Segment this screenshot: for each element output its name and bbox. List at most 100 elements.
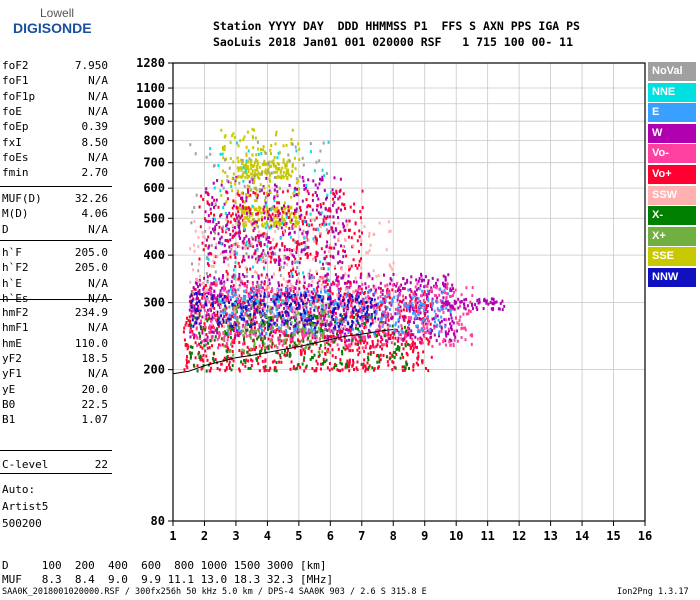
echo-point [305, 345, 308, 349]
echo-point [317, 350, 320, 354]
echo-point [335, 228, 338, 232]
echo-point [220, 242, 223, 246]
echo-point [353, 336, 356, 340]
echo-point [324, 322, 327, 326]
echo-point [197, 262, 200, 266]
echo-point [208, 324, 211, 328]
param-row: hmF2 234.9 [2, 305, 108, 320]
echo-point [311, 367, 314, 370]
echo-point [285, 321, 288, 325]
echo-point [394, 312, 397, 316]
echo-point [227, 263, 230, 267]
param-row: B0 22.5 [2, 397, 108, 412]
echo-point [264, 336, 267, 340]
echo-point [195, 282, 198, 286]
echo-point [243, 221, 246, 225]
echo-point [191, 290, 194, 293]
echo-point [232, 359, 235, 363]
echo-point [305, 317, 308, 321]
echo-point [250, 295, 253, 299]
echo-point [350, 294, 353, 297]
echo-point [251, 212, 254, 215]
echo-point [231, 212, 234, 216]
echo-point [229, 324, 232, 328]
echo-point [243, 317, 246, 321]
echo-point [399, 299, 401, 303]
echo-point [389, 229, 392, 233]
echo-point [265, 232, 268, 236]
echo-point [304, 304, 307, 308]
echo-point [269, 310, 272, 314]
echo-point [237, 245, 240, 248]
echo-point [245, 220, 248, 224]
echo-point [312, 275, 315, 279]
echo-point [374, 313, 377, 317]
echo-point [371, 340, 374, 343]
echo-point [355, 289, 357, 293]
echo-point [227, 291, 230, 295]
echo-point [304, 186, 307, 190]
echo-point [199, 354, 202, 358]
echo-point [274, 142, 277, 146]
echo-point [281, 214, 284, 218]
echo-point [246, 345, 249, 349]
echo-point [309, 150, 312, 154]
echo-point [295, 247, 298, 251]
echo-point [435, 281, 437, 285]
echo-point [213, 289, 216, 293]
echo-point [431, 329, 433, 333]
echo-point [271, 212, 274, 216]
echo-point [320, 324, 323, 328]
echo-point [292, 238, 295, 242]
echo-point [356, 300, 358, 304]
echo-point [274, 214, 277, 217]
echo-point [427, 330, 430, 334]
echo-point [204, 301, 207, 305]
echo-point [204, 236, 206, 240]
param-row: M(D) 4.06 [2, 206, 108, 221]
echo-point [309, 329, 312, 333]
echo-point [288, 232, 290, 236]
echo-point [464, 307, 467, 311]
echo-point [398, 331, 401, 335]
echo-point [259, 183, 262, 187]
echo-point [243, 341, 246, 345]
echo-point [364, 282, 367, 286]
echo-point [335, 278, 338, 282]
echo-point [225, 321, 228, 324]
echo-point [218, 298, 221, 302]
echo-point [261, 170, 263, 174]
echo-point [237, 334, 240, 338]
echo-point [275, 308, 278, 312]
echo-point [303, 281, 306, 284]
param-value: 0.39 [81, 120, 109, 134]
echo-point [393, 332, 396, 336]
echo-point [207, 219, 210, 223]
echo-point [245, 223, 248, 227]
echo-point [397, 303, 400, 307]
echo-point [262, 337, 265, 341]
echo-point [369, 352, 372, 356]
echo-point [435, 286, 438, 290]
echo-point [398, 285, 401, 289]
echo-point [327, 289, 330, 293]
echo-point [417, 351, 420, 355]
echo-point [471, 294, 474, 297]
x-tick-label: 8 [390, 529, 397, 543]
echo-point [287, 306, 290, 310]
echo-point [384, 321, 387, 324]
echo-point [232, 295, 234, 299]
echo-point [456, 339, 459, 343]
echo-point [418, 300, 421, 304]
echo-point [253, 161, 256, 165]
echo-point [309, 269, 312, 272]
echo-point [199, 345, 202, 349]
echo-point [258, 242, 261, 246]
echo-point [206, 297, 209, 301]
echo-point [275, 244, 278, 248]
echo-point [337, 237, 340, 241]
echo-point [220, 235, 223, 239]
echo-point [283, 201, 286, 205]
echo-point [225, 200, 228, 204]
param-row: foEs N/A [2, 150, 108, 165]
